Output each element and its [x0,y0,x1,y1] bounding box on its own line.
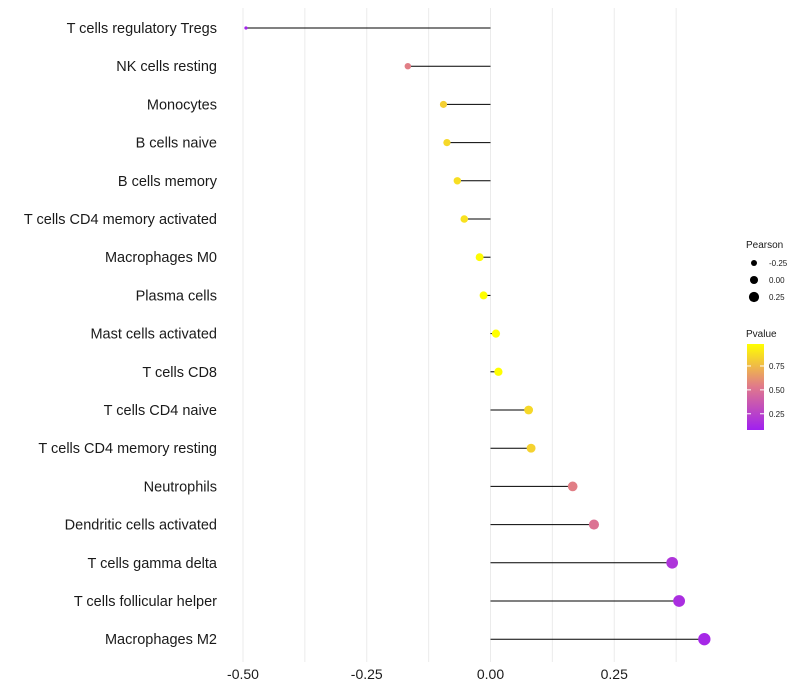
category-label: T cells CD4 naive [104,403,217,419]
category-label: T cells follicular helper [74,594,217,610]
category-label: Macrophages M0 [105,250,217,266]
category-label: T cells CD4 memory resting [38,441,217,457]
legend-size-dot [749,275,759,285]
point-13 [588,519,600,530]
point-1 [404,62,412,70]
legend-colorbar [747,344,764,430]
category-label: Dendritic cells activated [65,518,217,534]
category-label: Mast cells activated [90,327,217,343]
point-8 [491,329,501,338]
point-14 [666,556,679,569]
category-label: Neutrophils [144,479,217,495]
x-tick-label: 0.00 [477,666,504,682]
legend-size-label: -0.25 [769,259,788,268]
category-label: T cells CD4 memory activated [24,212,217,228]
y-axis-labels: T cells regulatory Tregs NK cells resting… [24,21,218,648]
point-6 [475,253,484,262]
category-label: Monocytes [147,97,217,113]
category-label: T cells regulatory Tregs [67,21,217,37]
legend-color-label: 0.25 [769,410,785,419]
category-label: Plasma cells [136,288,217,304]
grid-lines [242,8,677,662]
point-3 [443,138,451,147]
x-tick-label: -0.50 [227,666,259,682]
point-7 [479,291,488,300]
point-10 [524,405,534,415]
point-0 [244,26,248,30]
category-label: T cells gamma delta [88,556,218,572]
x-tick-label: -0.25 [351,666,383,682]
x-axis-tick-labels: -0.50 -0.25 0.00 0.25 [227,666,628,682]
category-label: NK cells resting [116,59,217,75]
point-12 [567,481,578,492]
legend: Pearson -0.25 0.00 0.25 Pvalue 0.75 0.50 0.25 [746,240,788,430]
legend-color-title: Pvalue [746,329,777,340]
x-tick-label: 0.25 [601,666,628,682]
legend-size-label: 0.25 [769,293,785,302]
legend-size-dot [751,260,757,266]
legend-size-label: 0.00 [769,276,785,285]
legend-color-label: 0.50 [769,386,785,395]
category-label: B cells memory [118,174,218,190]
legend-size-dot [748,291,760,303]
category-label: T cells CD8 [142,365,217,381]
legend-size-title: Pearson [746,240,783,251]
lollipop-stems [245,27,705,640]
point-4 [453,177,462,185]
category-label: B cells naive [136,136,217,152]
point-5 [460,215,469,223]
point-16 [698,633,711,646]
point-11 [526,443,536,453]
point-15 [673,595,686,607]
lollipop-points [244,26,711,646]
point-9 [494,367,503,376]
category-label: Macrophages M2 [105,632,217,648]
point-2 [439,100,448,108]
legend-color-label: 0.75 [769,362,785,371]
